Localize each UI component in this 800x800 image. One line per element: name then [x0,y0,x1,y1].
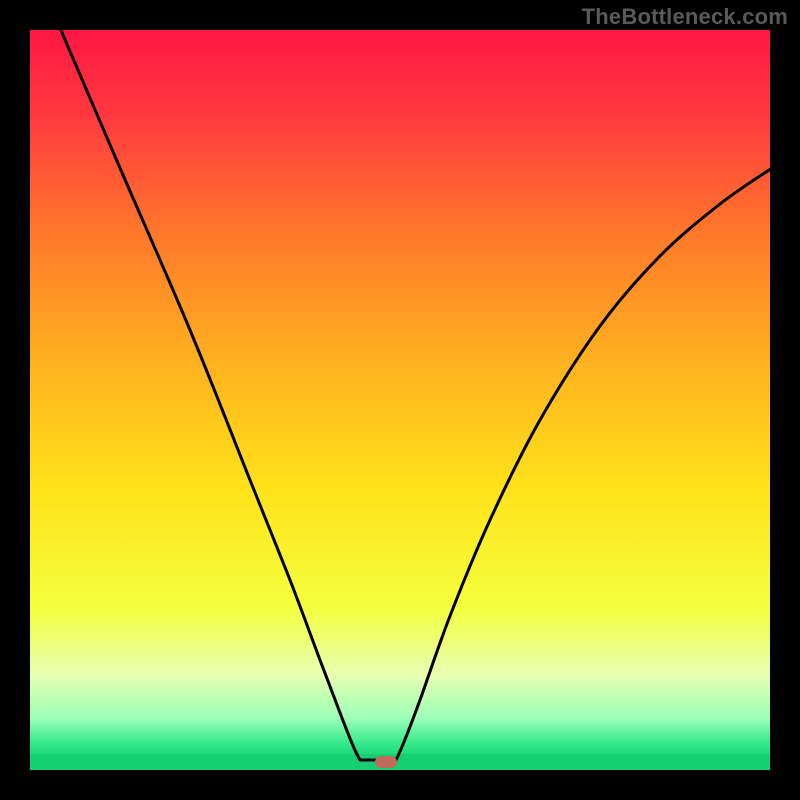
bottleneck-curve [60,28,772,760]
minimum-marker [375,756,397,768]
plot-svg [0,0,800,800]
outer-border [0,0,800,800]
bottom-green-band [30,754,770,770]
chart-frame: TheBottleneck.com [0,0,800,800]
watermark-text: TheBottleneck.com [582,4,788,30]
plot-background [30,30,770,770]
